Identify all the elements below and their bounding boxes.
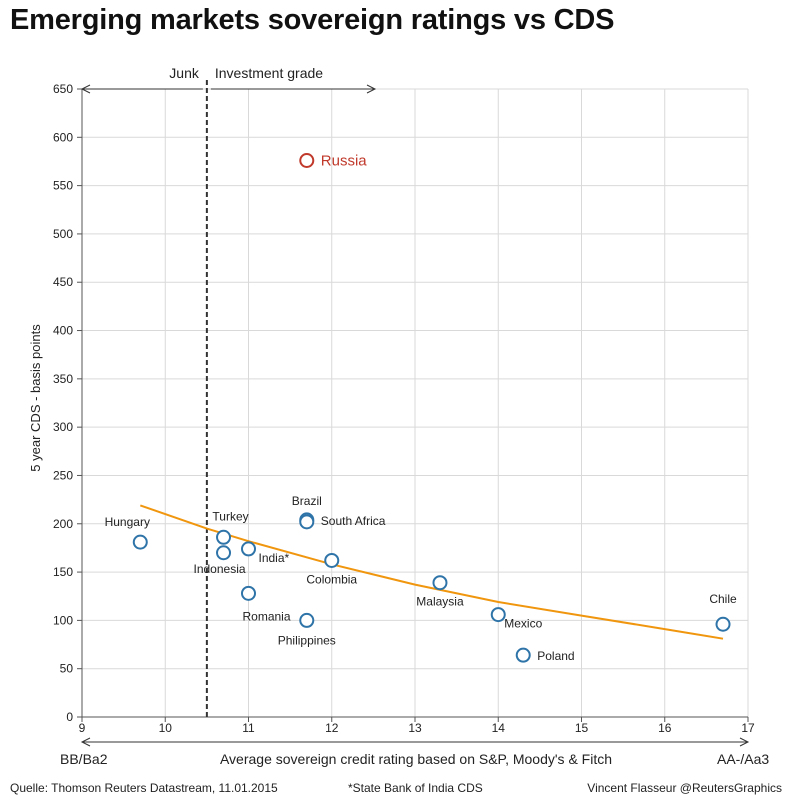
y-tick-label: 0	[66, 710, 73, 724]
investment-grade-label: Investment grade	[215, 65, 323, 81]
x-high-label: AA-/Aa3	[717, 751, 769, 767]
point-poland	[515, 647, 531, 663]
point-turkey	[216, 529, 232, 545]
point-labels: Russia Hungary Turkey Indonesia India* Romani…	[105, 152, 737, 663]
x-axis-title: Average sovereign credit rating based on…	[220, 751, 612, 767]
x-tick-label: 11	[242, 721, 255, 735]
label-india: India*	[259, 551, 290, 565]
x-range-arrowhead-left	[80, 737, 91, 747]
label-colombia: Colombia	[306, 572, 357, 586]
point-south-africa	[299, 514, 315, 530]
point-hungary	[132, 534, 148, 550]
junk-arrowhead	[80, 84, 91, 94]
label-philippines: Philippines	[278, 633, 336, 647]
label-mexico: Mexico	[504, 617, 542, 631]
credit: Vincent Flasseur @ReutersGraphics	[587, 781, 782, 795]
label-romania: Romania	[242, 609, 290, 623]
x-tick-label: 12	[325, 721, 339, 735]
y-tick-label: 300	[53, 420, 73, 434]
point-indonesia	[216, 545, 232, 561]
point-india	[241, 541, 256, 557]
point-chile	[715, 616, 731, 632]
junk-label: Junk	[169, 65, 200, 81]
y-tick-label: 650	[53, 82, 73, 96]
chart-title: Emerging markets sovereign ratings vs CD…	[10, 4, 615, 36]
y-tick-label: 200	[53, 517, 73, 531]
y-tick-label: 350	[53, 372, 73, 386]
y-tick-label: 550	[53, 179, 73, 193]
x-tick-label: 9	[79, 721, 86, 735]
point-malaysia	[432, 575, 448, 591]
x-tick-label: 14	[492, 721, 506, 735]
source-note: Quelle: Thomson Reuters Datastream, 11.0…	[10, 781, 278, 795]
label-south-africa: South Africa	[321, 514, 386, 528]
y-tick-label: 600	[53, 130, 73, 144]
y-tick-label: 100	[53, 613, 73, 627]
label-poland: Poland	[537, 649, 574, 663]
x-tick-label: 13	[408, 721, 422, 735]
junk-threshold: Junk Investment grade	[80, 65, 377, 717]
point-romania	[241, 585, 256, 601]
y-axis-title: 5 year CDS - basis points	[28, 324, 43, 472]
label-chile: Chile	[709, 592, 737, 606]
x-tick-label: 17	[741, 721, 755, 735]
label-indonesia: Indonesia	[194, 562, 246, 576]
label-russia: Russia	[321, 152, 368, 169]
footnote: *State Bank of India CDS	[348, 781, 483, 795]
x-range-arrowhead-right	[739, 737, 750, 747]
investment-grade-arrowhead	[366, 84, 377, 94]
point-colombia	[324, 552, 340, 568]
y-tick-label: 450	[53, 275, 73, 289]
label-hungary: Hungary	[105, 515, 150, 529]
label-turkey: Turkey	[212, 509, 248, 523]
y-tick-label: 400	[53, 324, 73, 338]
x-low-label: BB/Ba2	[60, 751, 108, 767]
y-tick-label: 150	[53, 565, 73, 579]
point-russia	[299, 152, 315, 168]
point-philippines	[299, 612, 315, 628]
data-points	[132, 152, 731, 663]
y-tick-label: 250	[53, 468, 73, 482]
label-brazil: Brazil	[292, 494, 322, 508]
axes: 9 10 11 12 13 14 15 16 17 0 50 100 150 200 250 300 350 40…	[28, 82, 769, 767]
y-tick-label: 50	[60, 662, 74, 676]
x-tick-label: 10	[159, 721, 173, 735]
x-tick-label: 15	[575, 721, 589, 735]
y-tick-label: 500	[53, 227, 73, 241]
label-malaysia: Malaysia	[416, 595, 464, 609]
grid	[81, 88, 749, 718]
x-tick-label: 16	[658, 721, 672, 735]
point-mexico	[490, 607, 506, 623]
